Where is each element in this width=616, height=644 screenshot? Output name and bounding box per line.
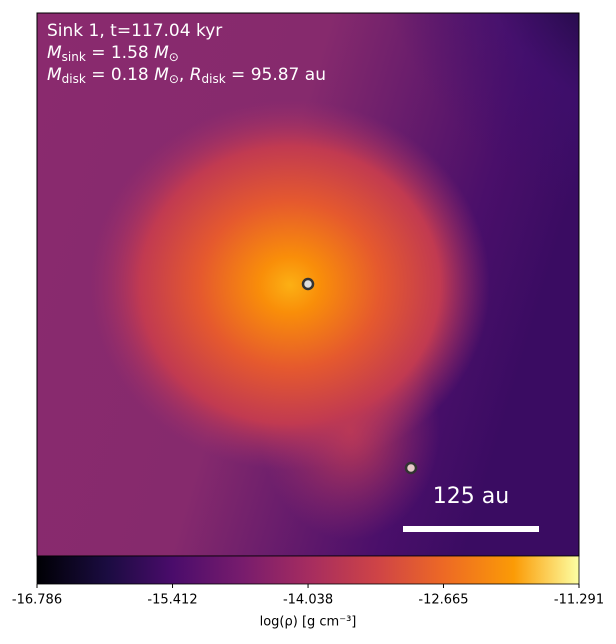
colorbar-tick-label: -15.412	[147, 593, 197, 608]
annotation: Msink = 1.58 M⊙	[47, 43, 179, 64]
density-map	[37, 13, 579, 556]
colorbar-tick-label: -16.786	[12, 593, 62, 608]
sink-marker	[301, 277, 315, 291]
sink-marker	[404, 461, 418, 475]
colorbar-label: log(ρ) [g cm⁻³]	[260, 615, 357, 630]
annotation: Mdisk = 0.18 M⊙, Rdisk = 95.87 au	[47, 65, 326, 86]
colorbar	[36, 555, 580, 585]
scale-bar-label: 125 au	[433, 484, 509, 509]
annotation: Sink 1, t=117.04 kyr	[47, 21, 222, 41]
colorbar-tick-label: -14.038	[283, 593, 333, 608]
colorbar-tick-label: -11.291	[554, 593, 604, 608]
colorbar-tick-label: -12.665	[418, 593, 468, 608]
